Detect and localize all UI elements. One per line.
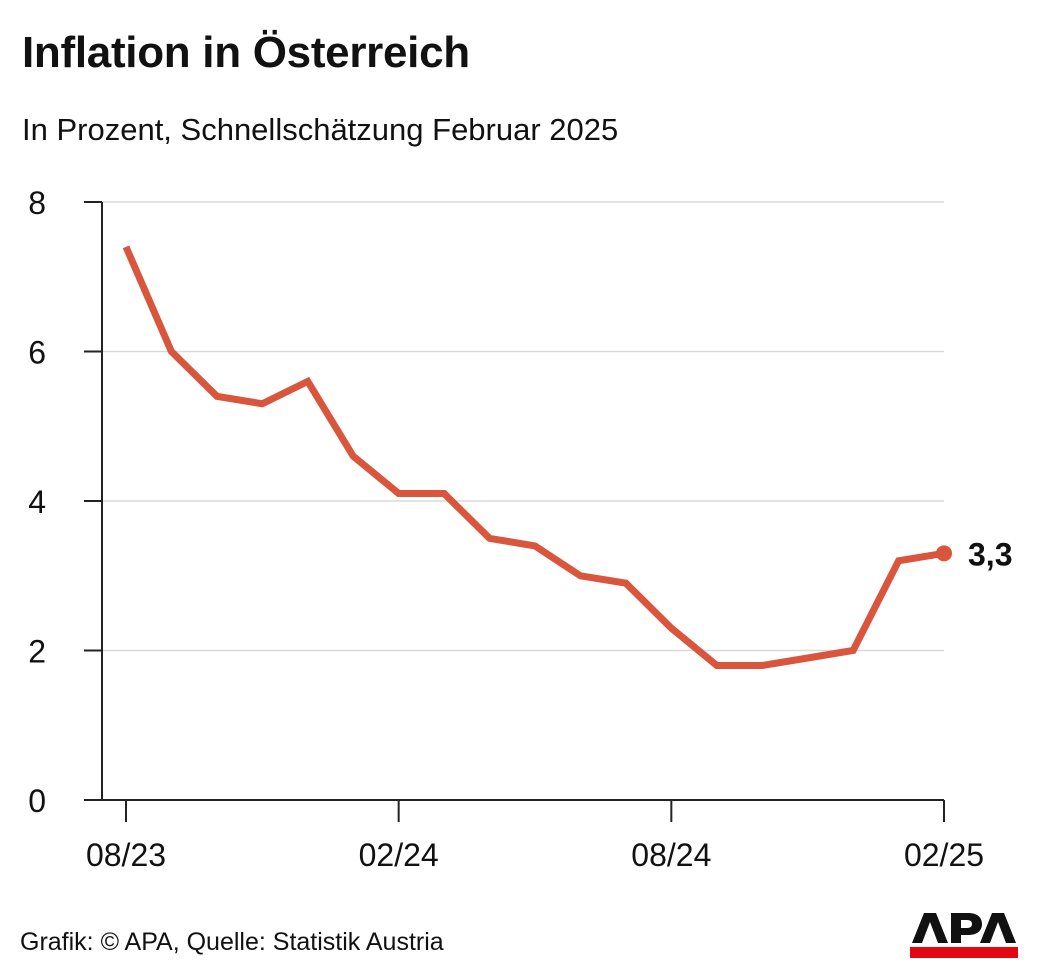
end-point-marker (936, 545, 952, 562)
x-tick-labels: 08/23 02/24 08/24 02/25 (86, 837, 984, 873)
series-line (122, 245, 945, 669)
x-tick-label: 08/23 (86, 837, 166, 873)
logo-letter-a1 (912, 913, 948, 943)
y-tick-labels: 0 2 4 6 8 (28, 185, 46, 819)
y-tick-label: 4 (28, 484, 46, 520)
axes (84, 201, 945, 822)
apa-logo (910, 913, 1018, 958)
logo-red-bar (910, 947, 1018, 958)
gridlines (102, 201, 944, 652)
source-note: Grafik: © APA, Quelle: Statistik Austria (20, 928, 444, 956)
series-layer: 3,3 (122, 245, 1012, 669)
y-tick-label: 6 (28, 335, 46, 371)
x-tick-label: 08/24 (631, 837, 711, 873)
line-chart: 0 2 4 6 8 08/23 02/24 08/24 02/25 3,3 (28, 185, 1012, 873)
y-tick-label: 0 (28, 783, 46, 819)
y-tick-label: 8 (28, 185, 46, 221)
x-tick-label: 02/24 (359, 837, 439, 873)
end-value-label: 3,3 (968, 536, 1012, 572)
y-tick-label: 2 (28, 634, 46, 670)
x-tick-label: 02/25 (904, 837, 984, 873)
chart-subtitle: In Prozent, Schnellschätzung Februar 202… (22, 112, 619, 147)
chart-title: Inflation in Österreich (22, 28, 470, 77)
logo-letter-a2 (980, 913, 1016, 943)
logo-letter-p (951, 913, 982, 943)
